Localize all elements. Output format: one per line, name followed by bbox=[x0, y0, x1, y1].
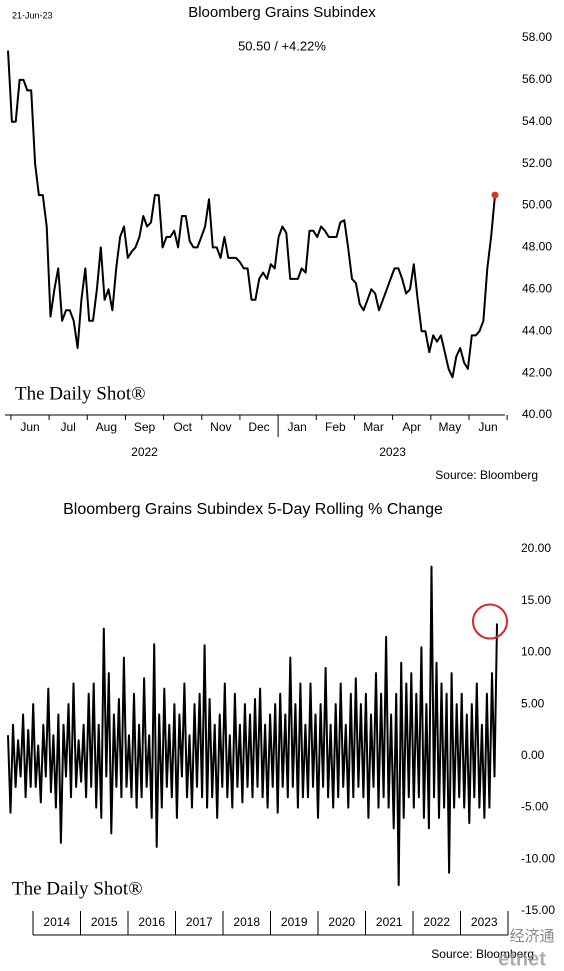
y-tick-label: 46.00 bbox=[522, 282, 552, 296]
y-tick-label: 54.00 bbox=[522, 114, 552, 128]
x-tick-label: Nov bbox=[210, 420, 231, 434]
x-tick-label: Dec bbox=[248, 420, 269, 434]
y-tick-label: -5.00 bbox=[521, 800, 549, 814]
x-tick-label: May bbox=[439, 420, 462, 434]
x-tick-label: 2015 bbox=[91, 915, 118, 929]
x-tick-label: 2020 bbox=[328, 915, 355, 929]
y-tick-label: 52.00 bbox=[522, 156, 552, 170]
x-tick-label: Jan bbox=[288, 420, 307, 434]
y-tick-label: 58.00 bbox=[522, 30, 552, 44]
watermark: 经济通 bbox=[509, 928, 554, 945]
x-tick-label: Feb bbox=[325, 420, 346, 434]
y-tick-label: 10.00 bbox=[521, 645, 551, 659]
y-tick-label: 50.00 bbox=[522, 198, 552, 212]
x-tick-label: Mar bbox=[363, 420, 384, 434]
source: Source: Bloomberg bbox=[435, 468, 538, 482]
year-label: 2022 bbox=[131, 445, 158, 459]
y-tick-label: 0.00 bbox=[521, 748, 545, 762]
x-tick-label: 2021 bbox=[376, 915, 403, 929]
logo: The Daily Shot® bbox=[15, 383, 146, 404]
line bbox=[7, 565, 498, 887]
chart-title: Bloomberg Grains Subindex bbox=[188, 4, 376, 21]
y-tick-label: -15.00 bbox=[521, 903, 555, 917]
subtitle: 50.50 / +4.22% bbox=[238, 38, 326, 53]
line bbox=[7, 50, 496, 379]
x-tick-label: 2019 bbox=[281, 915, 308, 929]
x-tick-label: Apr bbox=[402, 420, 421, 434]
x-tick-label: 2023 bbox=[471, 915, 498, 929]
x-tick-label: Oct bbox=[173, 420, 192, 434]
x-tick-label: Jun bbox=[20, 420, 39, 434]
y-tick-label: 48.00 bbox=[522, 240, 552, 254]
year-label: 2023 bbox=[379, 445, 406, 459]
watermark-brand: etnet bbox=[498, 948, 546, 970]
logo: The Daily Shot® bbox=[12, 878, 143, 899]
x-tick-label: 2022 bbox=[423, 915, 450, 929]
source: Source: Bloomberg bbox=[431, 947, 534, 961]
x-tick-label: Jun bbox=[478, 420, 497, 434]
x-tick-label: 2017 bbox=[186, 915, 213, 929]
highlight-circle bbox=[472, 603, 508, 640]
x-tick-label: Sep bbox=[134, 420, 156, 434]
x-tick-label: Aug bbox=[96, 420, 117, 434]
y-tick-label: -10.00 bbox=[521, 851, 555, 865]
x-tick-label: 2014 bbox=[43, 915, 70, 929]
y-tick-label: 20.00 bbox=[521, 541, 551, 555]
date-label: 21-Jun-23 bbox=[12, 10, 53, 20]
x-tick-label: 2016 bbox=[138, 915, 165, 929]
y-tick-label: 15.00 bbox=[521, 593, 551, 607]
y-tick-label: 42.00 bbox=[522, 365, 552, 379]
x-tick-label: Jul bbox=[60, 420, 75, 434]
last-point bbox=[491, 191, 499, 199]
y-tick-label: 40.00 bbox=[522, 407, 552, 421]
y-tick-label: 5.00 bbox=[521, 696, 545, 710]
y-tick-label: 44.00 bbox=[522, 323, 552, 337]
chart-title: Bloomberg Grains Subindex 5-Day Rolling … bbox=[63, 501, 443, 518]
x-tick-label: 2018 bbox=[233, 915, 260, 929]
y-tick-label: 56.00 bbox=[522, 72, 552, 86]
